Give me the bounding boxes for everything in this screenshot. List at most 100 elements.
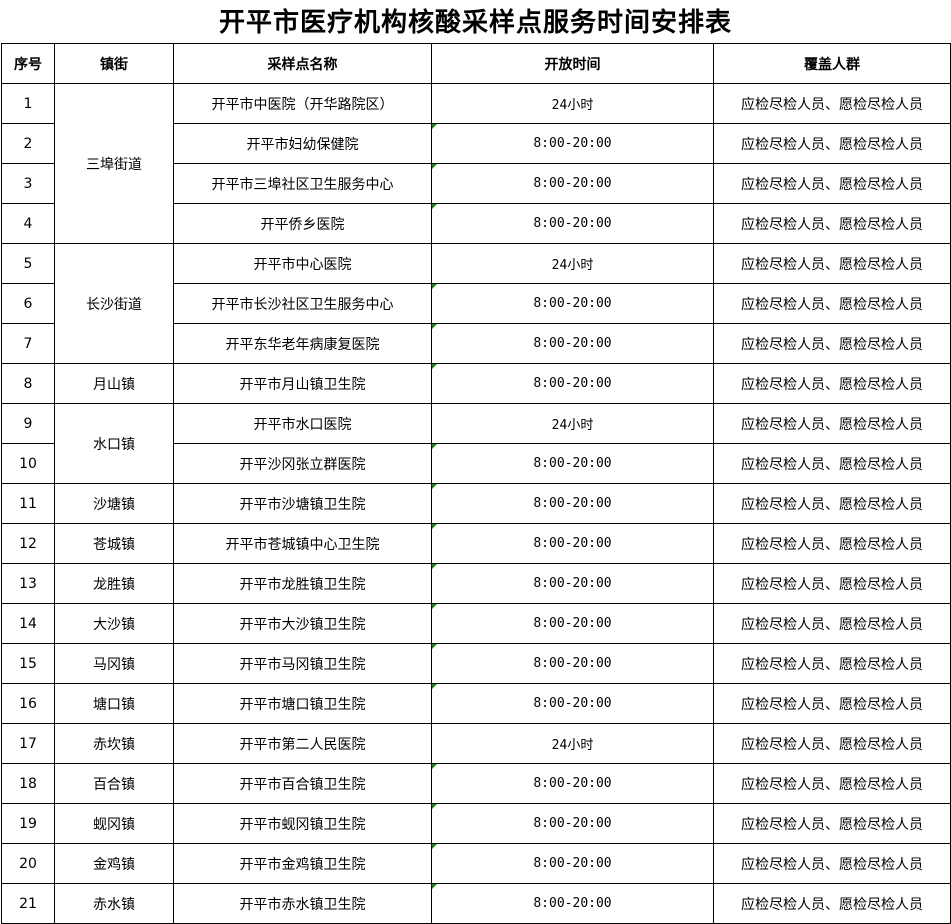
cell-marker-icon xyxy=(432,364,437,369)
cell-no-text: 21 xyxy=(19,895,37,912)
cell-site: 开平市水口医院 xyxy=(173,403,432,444)
cell-time-text: 8:00-20:00 xyxy=(533,856,612,871)
cell-time-text: 24小时 xyxy=(551,418,594,433)
cell-town-text: 三埠街道 xyxy=(86,156,142,173)
table-row: 20 金鸡镇 开平市金鸡镇卫生院 8:00-20:00 应检尽检人员、愿检尽检人员 xyxy=(1,843,951,884)
table-row: 12 苍城镇 开平市苍城镇中心卫生院 8:00-20:00 应检尽检人员、愿检尽检人员 xyxy=(1,523,951,564)
cell-time: 8:00-20:00 xyxy=(431,883,714,924)
cell-time: 24小时 xyxy=(431,403,714,444)
cell-site-text: 开平市长沙社区卫生服务中心 xyxy=(211,296,394,313)
cell-time: 8:00-20:00 xyxy=(431,483,714,524)
table-row: 19 蚬冈镇 开平市蚬冈镇卫生院 8:00-20:00 应检尽检人员、愿检尽检人员 xyxy=(1,803,951,844)
cell-site: 开平市妇幼保健院 xyxy=(173,123,432,164)
cell-no-text: 3 xyxy=(23,175,33,192)
cell-no-text: 19 xyxy=(19,815,37,832)
cell-no: 20 xyxy=(1,843,55,884)
cell-people-text: 应检尽检人员、愿检尽检人员 xyxy=(741,496,923,513)
cell-no: 15 xyxy=(1,643,55,684)
cell-time-text: 24小时 xyxy=(551,98,594,113)
cell-town: 百合镇 xyxy=(54,763,174,804)
cell-people: 应检尽检人员、愿检尽检人员 xyxy=(713,803,951,844)
schedule-table: 序号 镇街 采样点名称 开放时间 覆盖人群 1 三埠街道 开平市中医院（开华路院区）… xyxy=(1,43,951,924)
cell-time: 8:00-20:00 xyxy=(431,643,714,684)
table-row: 15 马冈镇 开平市马冈镇卫生院 8:00-20:00 应检尽检人员、愿检尽检人员 xyxy=(1,643,951,684)
cell-people-text: 应检尽检人员、愿检尽检人员 xyxy=(741,736,923,753)
cell-town: 赤水镇 xyxy=(54,883,174,924)
cell-people: 应检尽检人员、愿检尽检人员 xyxy=(713,643,951,684)
table-row: 14 大沙镇 开平市大沙镇卫生院 8:00-20:00 应检尽检人员、愿检尽检人员 xyxy=(1,603,951,644)
cell-people-text: 应检尽检人员、愿检尽检人员 xyxy=(741,136,923,153)
cell-site: 开平侨乡医院 xyxy=(173,203,432,244)
cell-no-text: 4 xyxy=(23,215,33,232)
cell-town: 三埠街道 xyxy=(54,83,174,244)
cell-town: 赤坎镇 xyxy=(54,723,174,764)
cell-site-text: 开平市龙胜镇卫生院 xyxy=(239,576,366,593)
cell-people-text: 应检尽检人员、愿检尽检人员 xyxy=(741,416,923,433)
cell-time-text: 8:00-20:00 xyxy=(533,616,612,631)
cell-town-text: 长沙街道 xyxy=(86,296,142,313)
cell-site-text: 开平市金鸡镇卫生院 xyxy=(239,856,366,873)
cell-no: 8 xyxy=(1,363,55,404)
cell-no: 17 xyxy=(1,723,55,764)
table-row: 10 开平沙冈张立群医院 8:00-20:00 应检尽检人员、愿检尽检人员 xyxy=(1,443,951,484)
cell-site: 开平市蚬冈镇卫生院 xyxy=(173,803,432,844)
cell-people: 应检尽检人员、愿检尽检人员 xyxy=(713,403,951,444)
cell-people: 应检尽检人员、愿检尽检人员 xyxy=(713,323,951,364)
cell-site: 开平沙冈张立群医院 xyxy=(173,443,432,484)
cell-site: 开平市龙胜镇卫生院 xyxy=(173,563,432,604)
page-title: 开平市医疗机构核酸采样点服务时间安排表 xyxy=(218,8,732,38)
cell-site: 开平市苍城镇中心卫生院 xyxy=(173,523,432,564)
cell-people: 应检尽检人员、愿检尽检人员 xyxy=(713,883,951,924)
cell-site-text: 开平市月山镇卫生院 xyxy=(239,376,366,393)
cell-town-text: 塘口镇 xyxy=(93,696,135,713)
cell-people-text: 应检尽检人员、愿检尽检人员 xyxy=(741,896,923,913)
cell-site-text: 开平侨乡医院 xyxy=(260,216,345,233)
cell-town-text: 苍城镇 xyxy=(93,536,135,553)
cell-time-text: 8:00-20:00 xyxy=(533,816,612,831)
cell-time: 8:00-20:00 xyxy=(431,443,714,484)
cell-no: 19 xyxy=(1,803,55,844)
cell-no: 3 xyxy=(1,163,55,204)
cell-people-text: 应检尽检人员、愿检尽检人员 xyxy=(741,296,923,313)
cell-time: 8:00-20:00 xyxy=(431,283,714,324)
cell-time: 8:00-20:00 xyxy=(431,603,714,644)
cell-marker-icon xyxy=(432,164,437,169)
cell-time: 8:00-20:00 xyxy=(431,323,714,364)
cell-people-text: 应检尽检人员、愿检尽检人员 xyxy=(741,376,923,393)
cell-time-text: 8:00-20:00 xyxy=(533,776,612,791)
cell-people: 应检尽检人员、愿检尽检人员 xyxy=(713,203,951,244)
cell-time: 8:00-20:00 xyxy=(431,763,714,804)
cell-time: 24小时 xyxy=(431,723,714,764)
cell-town-text: 大沙镇 xyxy=(93,616,135,633)
cell-town: 苍城镇 xyxy=(54,523,174,564)
cell-no-text: 11 xyxy=(19,495,37,512)
table-body: 1 三埠街道 开平市中医院（开华路院区） 24小时 应检尽检人员、愿检尽检人员 2 开平市妇… xyxy=(1,83,951,924)
cell-marker-icon xyxy=(432,124,437,129)
cell-no: 2 xyxy=(1,123,55,164)
cell-town-text: 赤水镇 xyxy=(93,896,135,913)
cell-no: 21 xyxy=(1,883,55,924)
cell-people: 应检尽检人员、愿检尽检人员 xyxy=(713,123,951,164)
cell-no-text: 10 xyxy=(19,455,37,472)
cell-no-text: 15 xyxy=(19,655,37,672)
cell-site: 开平市赤水镇卫生院 xyxy=(173,883,432,924)
cell-people: 应检尽检人员、愿检尽检人员 xyxy=(713,483,951,524)
cell-time: 24小时 xyxy=(431,243,714,284)
header-site: 采样点名称 xyxy=(173,43,432,84)
cell-people-text: 应检尽检人员、愿检尽检人员 xyxy=(741,856,923,873)
cell-site-text: 开平市中心医院 xyxy=(253,256,352,273)
cell-site: 开平东华老年病康复医院 xyxy=(173,323,432,364)
cell-time-text: 8:00-20:00 xyxy=(533,536,612,551)
cell-people-text: 应检尽检人员、愿检尽检人员 xyxy=(741,656,923,673)
cell-people: 应检尽检人员、愿检尽检人员 xyxy=(713,563,951,604)
cell-no: 1 xyxy=(1,83,55,124)
table-row: 9 水口镇 开平市水口医院 24小时 应检尽检人员、愿检尽检人员 xyxy=(1,403,951,484)
cell-time: 8:00-20:00 xyxy=(431,563,714,604)
cell-time: 8:00-20:00 xyxy=(431,523,714,564)
cell-marker-icon xyxy=(432,644,437,649)
cell-time: 8:00-20:00 xyxy=(431,803,714,844)
cell-town: 大沙镇 xyxy=(54,603,174,644)
cell-town-text: 龙胜镇 xyxy=(93,576,135,593)
cell-site-text: 开平市中医院（开华路院区） xyxy=(211,96,394,113)
cell-time: 8:00-20:00 xyxy=(431,123,714,164)
